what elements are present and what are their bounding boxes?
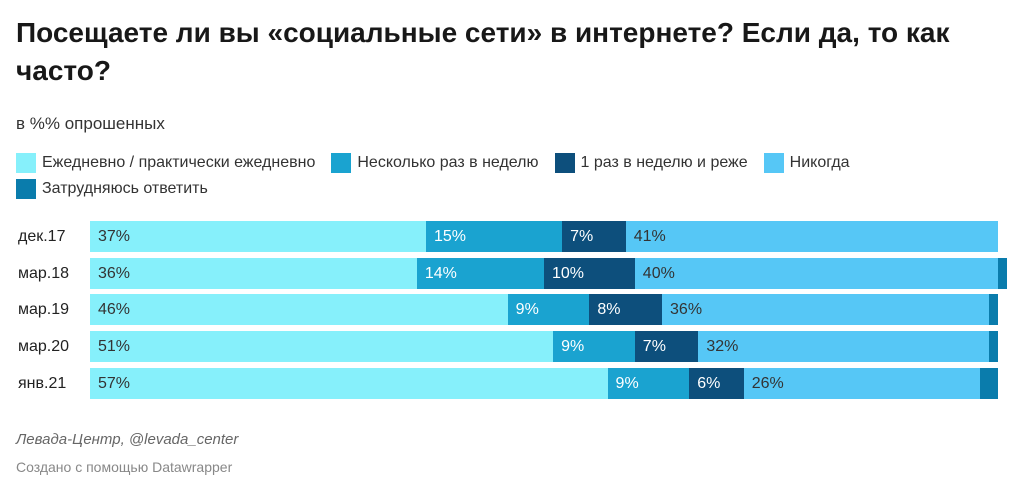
data-label-never: 36%	[670, 301, 703, 318]
data-label-once-weekly: 6%	[697, 375, 721, 392]
bar-segment-daily	[90, 368, 608, 399]
bar-segment-dont-know	[988, 331, 998, 362]
bar-segment-never	[662, 294, 989, 325]
bar-segment-several-weekly	[553, 331, 635, 362]
legend-swatch-dont-know	[16, 179, 36, 199]
data-label-several-weekly: 14%	[424, 265, 457, 282]
legend-swatch-never	[763, 153, 784, 173]
data-label-never: 32%	[706, 338, 739, 355]
bar-segment-dont-know	[998, 258, 1008, 289]
chart-subtitle: в %% опрошенных	[16, 114, 165, 133]
legend-label-once-weekly: 1 раз в неделю и реже	[580, 154, 748, 171]
category-label: мар.19	[18, 301, 70, 318]
data-label-once-weekly: 7%	[642, 338, 666, 355]
data-label-never: 41%	[633, 228, 666, 245]
data-label-once-weekly: 7%	[570, 228, 594, 245]
data-label-several-weekly: 9%	[515, 301, 539, 318]
legend-label-dont-know: Затрудняюсь ответить	[42, 180, 208, 197]
bar-segment-dont-know	[979, 368, 998, 399]
data-label-never: 26%	[751, 375, 784, 392]
category-label: янв.21	[18, 375, 67, 392]
source-note: Левада-Центр, @levada_center	[16, 431, 239, 448]
bar-segment-never	[634, 258, 998, 289]
bar-segment-several-weekly	[416, 258, 544, 289]
bar-segment-several-weekly	[607, 368, 690, 399]
legend-item-dont-know: Затрудняюсь ответить	[16, 178, 208, 200]
data-label-daily: 57%	[98, 375, 131, 392]
data-label-daily: 36%	[98, 265, 131, 282]
category-label: мар.20	[18, 338, 70, 355]
legend-swatch-several-weekly	[331, 153, 352, 173]
bar-segment-daily	[90, 294, 508, 325]
legend-item-never: Никогда	[763, 152, 850, 174]
legend-label-several-weekly: Несколько раз в неделю	[357, 154, 539, 171]
legend: Ежедневно / практически ежедневно Нескол…	[16, 152, 1016, 200]
data-label-several-weekly: 9%	[561, 338, 585, 355]
bar-segment-never	[698, 331, 989, 362]
data-label-several-weekly: 9%	[615, 375, 639, 392]
legend-swatch-daily	[16, 153, 36, 173]
bar-segment-several-weekly	[507, 294, 590, 325]
bar-segment-once-weekly	[544, 258, 635, 289]
bar-segment-never	[743, 368, 980, 399]
bar-segment-once-weekly	[589, 294, 663, 325]
bar-segment-once-weekly	[689, 368, 744, 399]
data-label-once-weekly: 8%	[597, 301, 621, 318]
legend-label-never: Никогда	[789, 154, 850, 171]
bar-segment-daily	[90, 331, 554, 362]
credit-note: Создано с помощью Datawrapper	[16, 459, 233, 475]
legend-swatch-once-weekly	[554, 153, 575, 173]
data-label-once-weekly: 10%	[552, 265, 585, 282]
data-label-several-weekly: 15%	[433, 228, 466, 245]
bar-segment-daily	[90, 221, 426, 252]
category-label: дек.17	[18, 228, 66, 245]
bar-segment-once-weekly	[562, 221, 626, 252]
bar-segment-never	[625, 221, 998, 252]
bar-segment-once-weekly	[634, 331, 699, 362]
legend-item-once-weekly: 1 раз в неделю и реже	[554, 152, 748, 174]
data-label-daily: 37%	[98, 228, 131, 245]
bar-segment-daily	[90, 258, 417, 289]
legend-label-daily: Ежедневно / практически ежедневно	[42, 154, 316, 171]
chart-title: Посещаете ли вы «социальные сети» в инте…	[16, 17, 950, 86]
bar-segment-dont-know	[988, 294, 998, 325]
data-label-daily: 46%	[98, 301, 131, 318]
data-label-never: 40%	[642, 265, 675, 282]
legend-item-daily: Ежедневно / практически ежедневно	[16, 152, 315, 174]
legend-item-several-weekly: Несколько раз в неделю	[331, 152, 539, 174]
bar-segment-several-weekly	[425, 221, 563, 252]
category-label: мар.18	[18, 265, 70, 282]
data-label-daily: 51%	[98, 338, 131, 355]
